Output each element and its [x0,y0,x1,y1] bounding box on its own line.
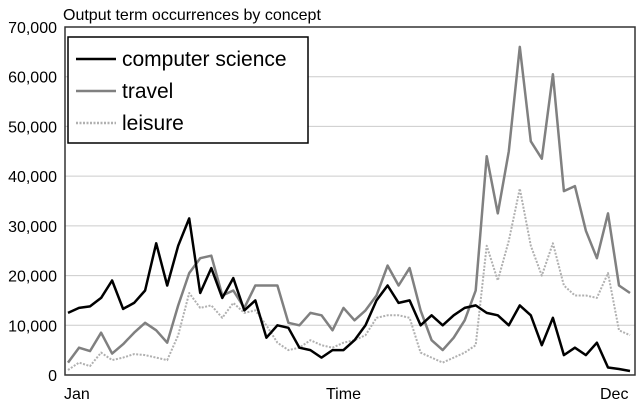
series-lines [66,45,631,373]
y-tick-label: 50,000 [8,119,57,136]
plot-frame [64,26,636,376]
y-tick-label: 0 [48,368,57,385]
chart-title: Output term occurrences by concept [63,7,321,24]
series-line-leisure [67,187,631,371]
y-tick-label: 30,000 [8,219,57,236]
y-tick-label: 60,000 [8,70,57,87]
legend-label: computer science [122,48,287,71]
series-line-computer-science [67,217,631,373]
y-tick-label: 40,000 [8,169,57,186]
x-tick-label-end: Dec [600,386,628,403]
y-tick-label: 70,000 [8,20,57,37]
x-tick-label-start: Jan [64,386,90,403]
y-tick-label: 20,000 [8,269,57,286]
series-line-travel [66,45,631,364]
legend-label: travel [122,80,173,103]
legend: computer science travel leisure [67,36,309,144]
legend-label: leisure [122,112,184,135]
y-axis-ticks: 0 10,000 20,000 30,000 40,000 50,000 60,000 70,… [8,20,57,385]
legend-box [67,36,309,144]
x-axis-label: Time [326,386,361,403]
y-tick-label: 10,000 [8,318,57,335]
